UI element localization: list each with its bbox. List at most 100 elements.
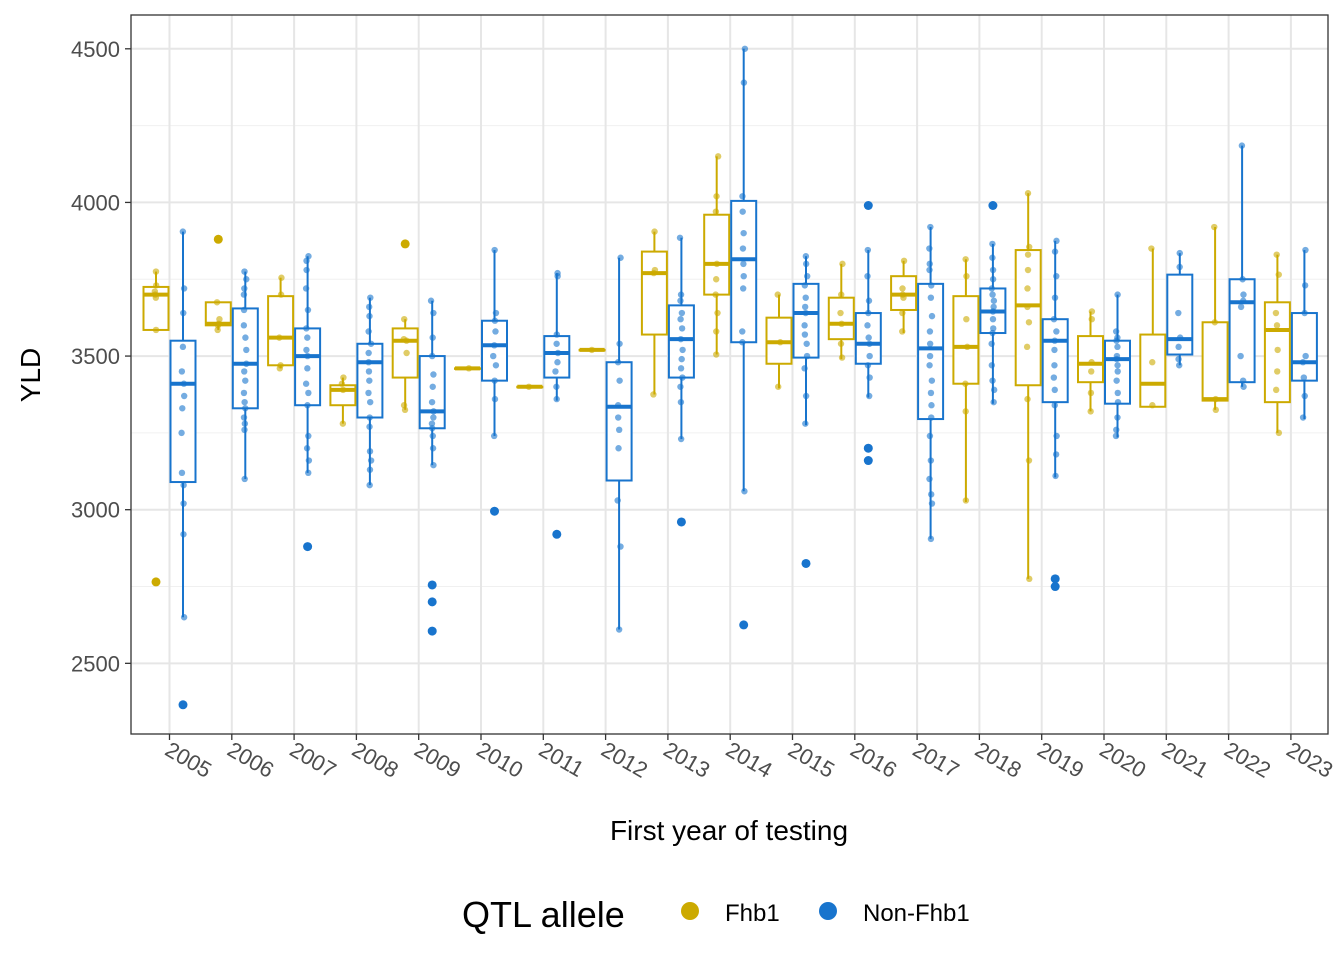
- box-2021: [1166, 249, 1194, 369]
- box-2008: [329, 374, 357, 427]
- outlier-point: [863, 201, 873, 211]
- data-point: [242, 405, 249, 412]
- data-point: [614, 359, 622, 366]
- data-point: [1275, 271, 1282, 278]
- data-point: [429, 334, 436, 341]
- data-point: [241, 426, 248, 434]
- data-point: [429, 432, 437, 440]
- data-point: [1212, 395, 1219, 403]
- data-point: [1176, 263, 1183, 271]
- data-point: [302, 380, 310, 387]
- box-2019: [1041, 237, 1069, 592]
- data-point: [900, 257, 908, 265]
- data-point: [651, 228, 658, 235]
- data-point: [866, 392, 873, 400]
- legend-title: QTL allele: [462, 894, 625, 935]
- data-point: [430, 408, 437, 415]
- data-point: [367, 457, 375, 464]
- x-tick-label: 2012: [597, 737, 652, 783]
- data-point: [1114, 398, 1122, 406]
- outlier-point: [988, 201, 998, 211]
- data-point: [926, 340, 934, 347]
- data-point: [366, 423, 373, 430]
- box-2013: [640, 228, 668, 398]
- data-point: [962, 256, 969, 263]
- data-point: [240, 414, 248, 421]
- data-point: [491, 342, 498, 349]
- legend-label-non-fhb1: Non-Fhb1: [863, 900, 970, 927]
- data-point: [241, 285, 248, 292]
- data-point: [365, 349, 372, 357]
- data-point: [617, 254, 624, 261]
- x-tick-label: 2010: [473, 737, 528, 783]
- data-point: [429, 445, 437, 452]
- box-2014: [730, 45, 758, 630]
- data-point: [305, 432, 312, 440]
- data-point: [928, 377, 936, 384]
- data-point: [525, 383, 533, 390]
- data-point: [179, 343, 187, 351]
- data-point: [303, 445, 311, 452]
- data-point: [152, 282, 160, 289]
- data-point: [989, 276, 997, 283]
- data-point: [1113, 377, 1120, 384]
- data-point: [615, 445, 622, 452]
- data-point: [305, 457, 313, 464]
- data-point: [899, 309, 906, 317]
- data-point: [240, 291, 248, 298]
- data-point: [1053, 237, 1060, 245]
- data-point: [1211, 319, 1218, 326]
- data-point: [740, 229, 747, 237]
- data-point: [367, 340, 375, 347]
- data-point: [241, 268, 248, 275]
- data-point: [241, 420, 249, 427]
- data-point: [178, 469, 186, 477]
- data-point: [492, 328, 499, 335]
- data-point: [240, 306, 248, 314]
- data-point: [927, 223, 934, 231]
- data-point: [241, 368, 248, 375]
- data-point: [801, 282, 809, 289]
- data-point: [303, 257, 310, 265]
- data-point: [614, 402, 622, 409]
- data-point: [1273, 251, 1280, 258]
- data-point: [491, 395, 499, 403]
- data-point: [1302, 246, 1309, 254]
- data-point: [1088, 315, 1095, 323]
- data-point: [616, 340, 623, 347]
- data-point: [1212, 406, 1220, 414]
- iqr-box: [703, 213, 731, 296]
- box-2005: [142, 268, 170, 587]
- data-point: [990, 398, 997, 406]
- data-point: [1024, 285, 1031, 292]
- box-2009: [391, 239, 419, 414]
- data-point: [866, 352, 873, 360]
- data-point: [1114, 291, 1121, 298]
- data-point: [1053, 432, 1060, 440]
- data-point: [213, 299, 221, 306]
- box-2018: [979, 201, 1007, 406]
- data-point: [240, 389, 248, 397]
- data-point: [1112, 432, 1120, 440]
- data-point: [1114, 368, 1121, 375]
- iqr-box: [730, 199, 758, 344]
- data-point: [962, 497, 970, 504]
- data-point: [214, 322, 222, 329]
- series-non-fhb1: [169, 45, 1318, 710]
- box-2017: [890, 257, 918, 335]
- box-2021: [1139, 245, 1167, 409]
- data-point: [428, 398, 436, 406]
- x-tick-label: 2005: [161, 737, 216, 783]
- data-point: [367, 398, 374, 406]
- data-point: [1300, 374, 1308, 381]
- data-point: [1240, 383, 1247, 390]
- data-point: [740, 260, 747, 268]
- data-point: [964, 343, 971, 351]
- data-point: [1114, 414, 1121, 421]
- outlier-point: [1050, 582, 1060, 592]
- data-point: [1088, 359, 1095, 366]
- x-tick-label: 2016: [846, 737, 901, 783]
- x-tick-label: 2023: [1282, 737, 1337, 783]
- data-point: [713, 260, 721, 268]
- data-point: [677, 315, 684, 323]
